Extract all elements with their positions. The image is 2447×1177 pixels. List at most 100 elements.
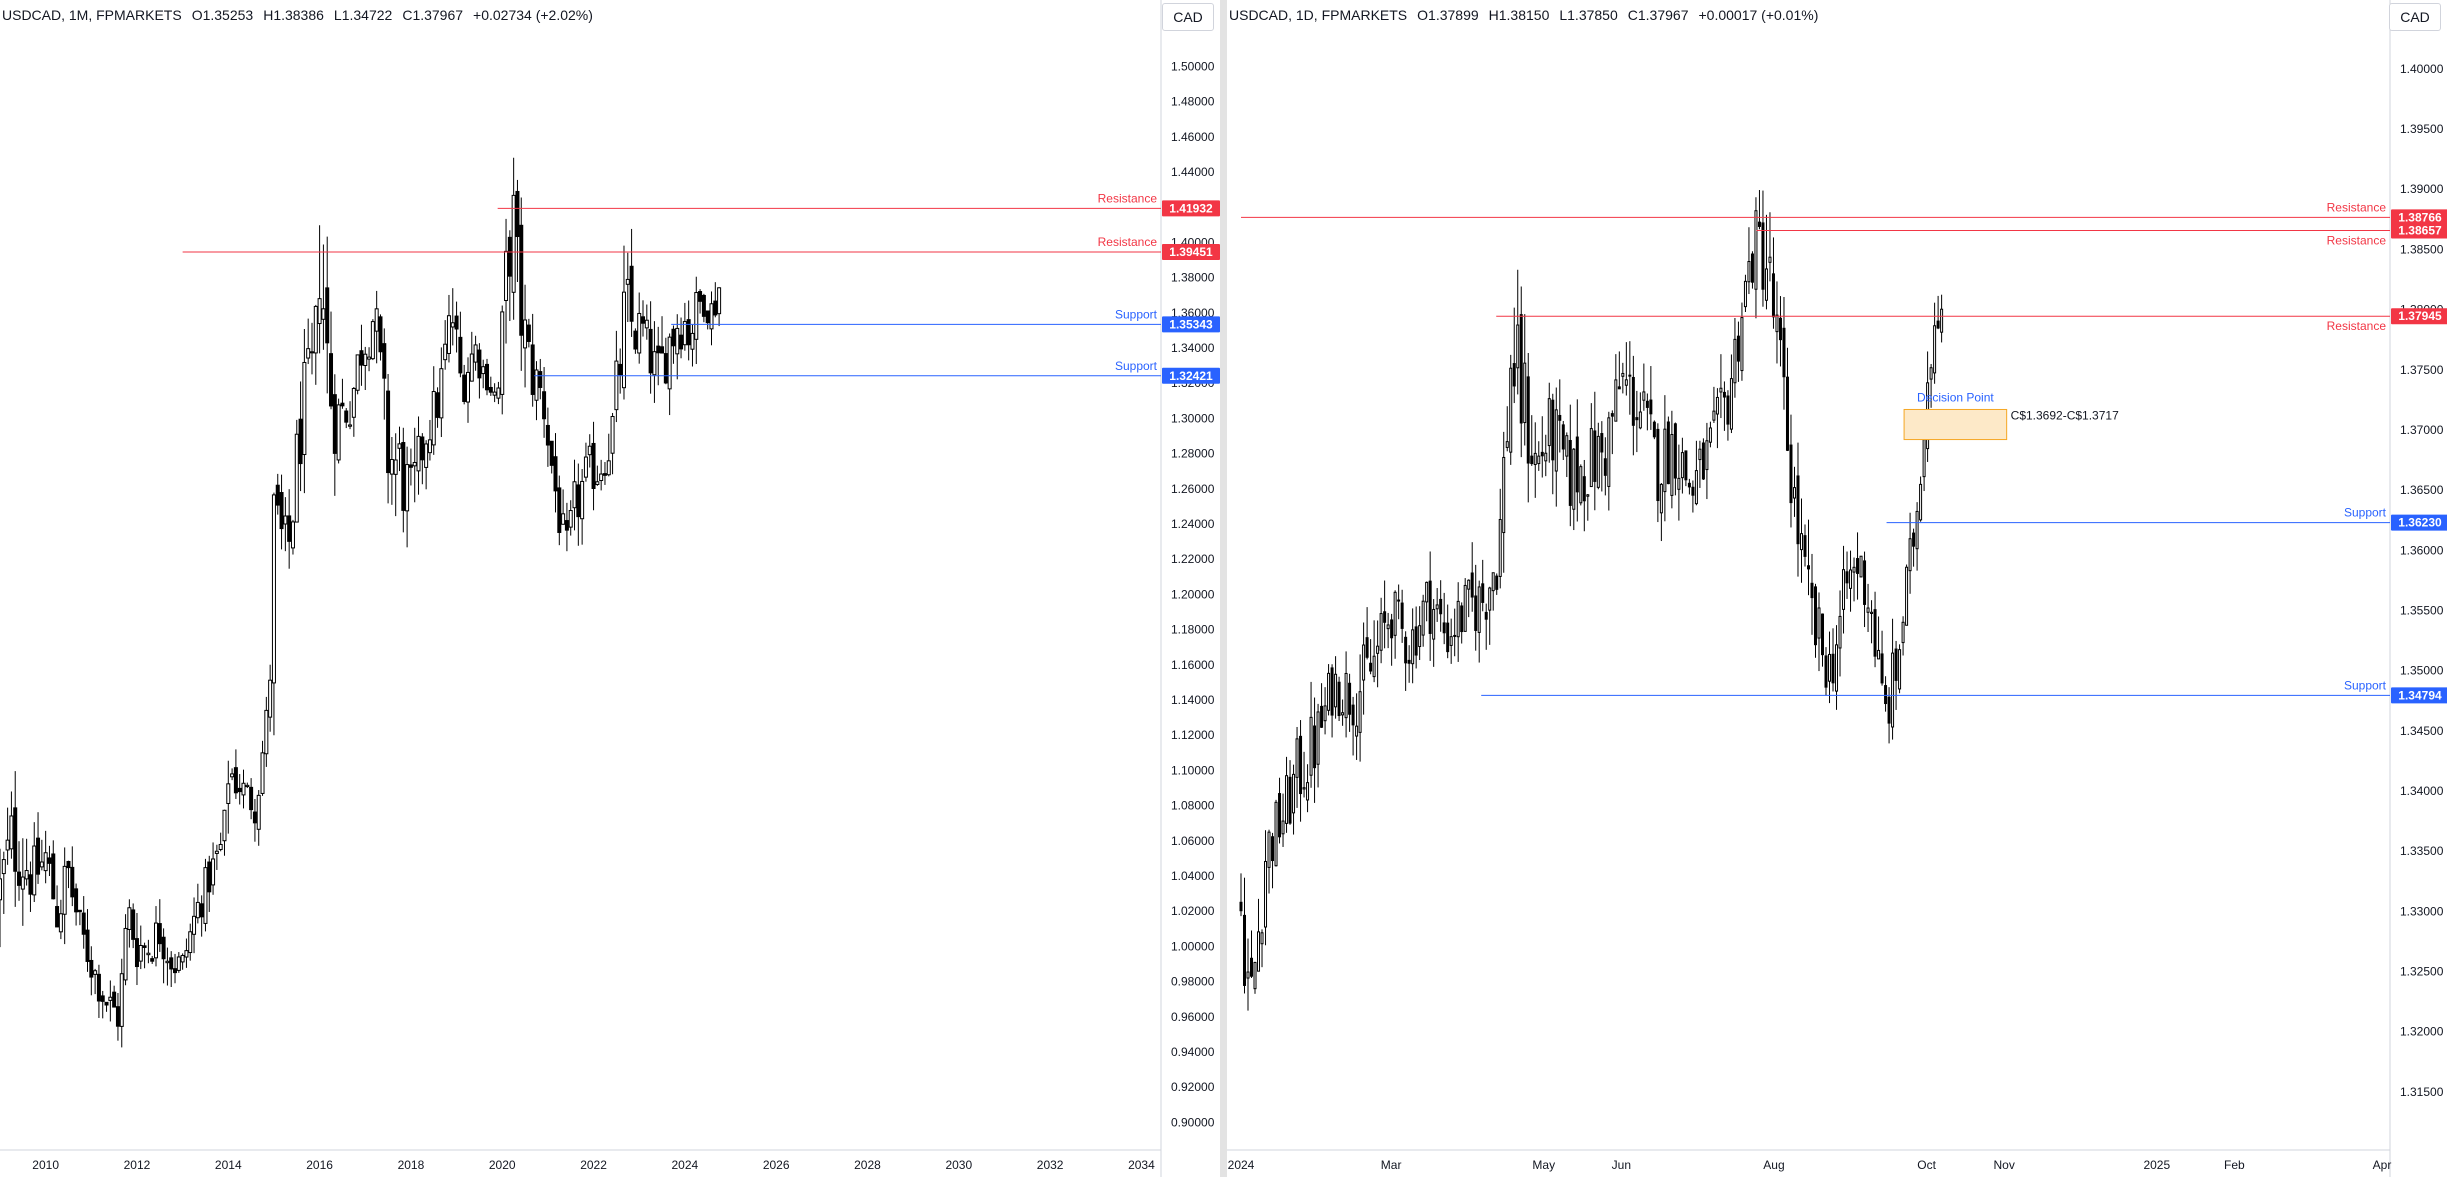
candle-body bbox=[690, 332, 695, 350]
candle-body bbox=[1866, 607, 1870, 613]
candle-body bbox=[1785, 376, 1789, 451]
candle-body bbox=[1306, 782, 1310, 801]
candle-body bbox=[1810, 582, 1814, 599]
monthly-chart-pane[interactable]: USDCAD, 1M, FPMARKETS O1.35253 H1.38386 L1.… bbox=[0, 0, 1220, 1177]
price-tag-label: 1.36230 bbox=[2398, 516, 2442, 530]
candle-body bbox=[698, 291, 703, 302]
pane-divider[interactable] bbox=[1220, 0, 1227, 1177]
candle-body bbox=[1849, 569, 1853, 589]
candle-body bbox=[1768, 256, 1772, 263]
candle-body bbox=[1456, 600, 1460, 638]
candle-body bbox=[374, 308, 379, 332]
candle-body bbox=[511, 194, 516, 293]
candle-body bbox=[1596, 435, 1600, 488]
candle-body bbox=[1670, 434, 1674, 496]
price-tick-label: 0.92000 bbox=[1171, 1080, 1215, 1094]
price-tag bbox=[1162, 244, 1220, 261]
candles-group bbox=[0, 157, 722, 1048]
candle-body bbox=[1425, 581, 1429, 603]
candle-body bbox=[1750, 253, 1754, 283]
candle-body bbox=[561, 513, 566, 525]
candle-body bbox=[1460, 605, 1464, 633]
candle-body bbox=[150, 958, 155, 962]
candle-body bbox=[496, 387, 501, 399]
candle-body bbox=[134, 938, 139, 968]
candle-body bbox=[488, 386, 493, 393]
price-tick-label: 1.36000 bbox=[2400, 543, 2444, 557]
candle-body bbox=[1239, 901, 1243, 912]
candle-body bbox=[435, 392, 440, 418]
candle-body bbox=[1687, 482, 1691, 488]
price-tick-label: 0.98000 bbox=[1171, 975, 1215, 989]
candle-body bbox=[1565, 435, 1569, 457]
candle-body bbox=[1705, 440, 1709, 471]
candle-body bbox=[1607, 417, 1611, 487]
candle-body bbox=[1673, 423, 1677, 479]
candle-body bbox=[644, 319, 649, 329]
candle-body bbox=[24, 870, 29, 880]
daily-chart-svg[interactable]: 1.400001.395001.390001.385001.380001.375… bbox=[1227, 0, 2447, 1177]
candle-body bbox=[1877, 649, 1881, 660]
time-tick-label: Oct bbox=[1917, 1158, 1936, 1172]
candle-body bbox=[386, 390, 391, 474]
price-tick-label: 1.16000 bbox=[1171, 658, 1215, 672]
monthly-chart-svg[interactable]: 1.500001.480001.460001.440001.420001.400… bbox=[0, 0, 1220, 1177]
candle-body bbox=[1747, 261, 1751, 283]
candle-body bbox=[420, 436, 425, 461]
candle-body bbox=[1274, 801, 1278, 867]
daily-currency-button[interactable]: CAD bbox=[2389, 3, 2441, 31]
candle-body bbox=[77, 909, 82, 913]
daily-symbol[interactable]: USDCAD, 1D, FPMARKETS bbox=[1229, 7, 1408, 23]
time-tick-label: 2030 bbox=[945, 1158, 972, 1172]
candle-body bbox=[1666, 421, 1670, 485]
daily-open: O1.37899 bbox=[1417, 7, 1479, 23]
candle-body bbox=[180, 954, 185, 963]
price-tick-label: 1.12000 bbox=[1171, 728, 1215, 742]
candle-body bbox=[1502, 456, 1506, 534]
time-tick-label: 2032 bbox=[1037, 1158, 1064, 1172]
candle-body bbox=[370, 321, 375, 360]
decision-zone[interactable] bbox=[1903, 408, 2008, 441]
candle-body bbox=[1575, 436, 1579, 493]
candle-body bbox=[241, 782, 246, 796]
candle-body bbox=[283, 515, 288, 525]
candle-body bbox=[656, 345, 661, 354]
candle-body bbox=[1418, 625, 1422, 648]
candle-body bbox=[1614, 379, 1618, 422]
monthly-symbol[interactable]: USDCAD, 1M, FPMARKETS bbox=[2, 7, 182, 23]
candle-body bbox=[1652, 421, 1656, 438]
candle-body bbox=[1814, 586, 1818, 646]
monthly-currency-button[interactable]: CAD bbox=[1162, 3, 1214, 31]
candle-body bbox=[62, 865, 67, 915]
price-tick-label: 1.28000 bbox=[1171, 447, 1215, 461]
daily-chart-pane[interactable]: USDCAD, 1D, FPMARKETS O1.37899 H1.38150 L1.… bbox=[1227, 0, 2447, 1177]
candle-body bbox=[1526, 376, 1530, 464]
price-tick-label: 1.06000 bbox=[1171, 834, 1215, 848]
candle-body bbox=[408, 464, 413, 468]
price-tick-label: 1.34000 bbox=[1171, 341, 1215, 355]
candle-body bbox=[1831, 653, 1835, 684]
candle-body bbox=[1358, 691, 1362, 733]
price-tag bbox=[2391, 222, 2447, 239]
candle-body bbox=[431, 391, 436, 446]
candle-body bbox=[290, 521, 295, 549]
candle-body bbox=[534, 369, 539, 401]
candle-body bbox=[218, 843, 223, 850]
price-tick-label: 1.02000 bbox=[1171, 904, 1215, 918]
candle-body bbox=[329, 353, 334, 407]
candle-body bbox=[1677, 477, 1681, 490]
candle-body bbox=[1929, 367, 1933, 380]
candle-body bbox=[1467, 579, 1471, 590]
candle-body bbox=[1544, 452, 1548, 462]
candle-body bbox=[1859, 555, 1863, 578]
candle-body bbox=[1589, 428, 1593, 488]
candle-body bbox=[1743, 280, 1747, 308]
candle-body bbox=[637, 312, 642, 354]
candle-body bbox=[58, 913, 63, 933]
candle-body bbox=[313, 305, 318, 354]
time-tick-label: Aug bbox=[1763, 1158, 1784, 1172]
candle-body bbox=[1484, 611, 1488, 620]
candle-body bbox=[1551, 399, 1555, 461]
candle-body bbox=[507, 236, 512, 277]
price-tick-label: 1.36000 bbox=[1171, 306, 1215, 320]
